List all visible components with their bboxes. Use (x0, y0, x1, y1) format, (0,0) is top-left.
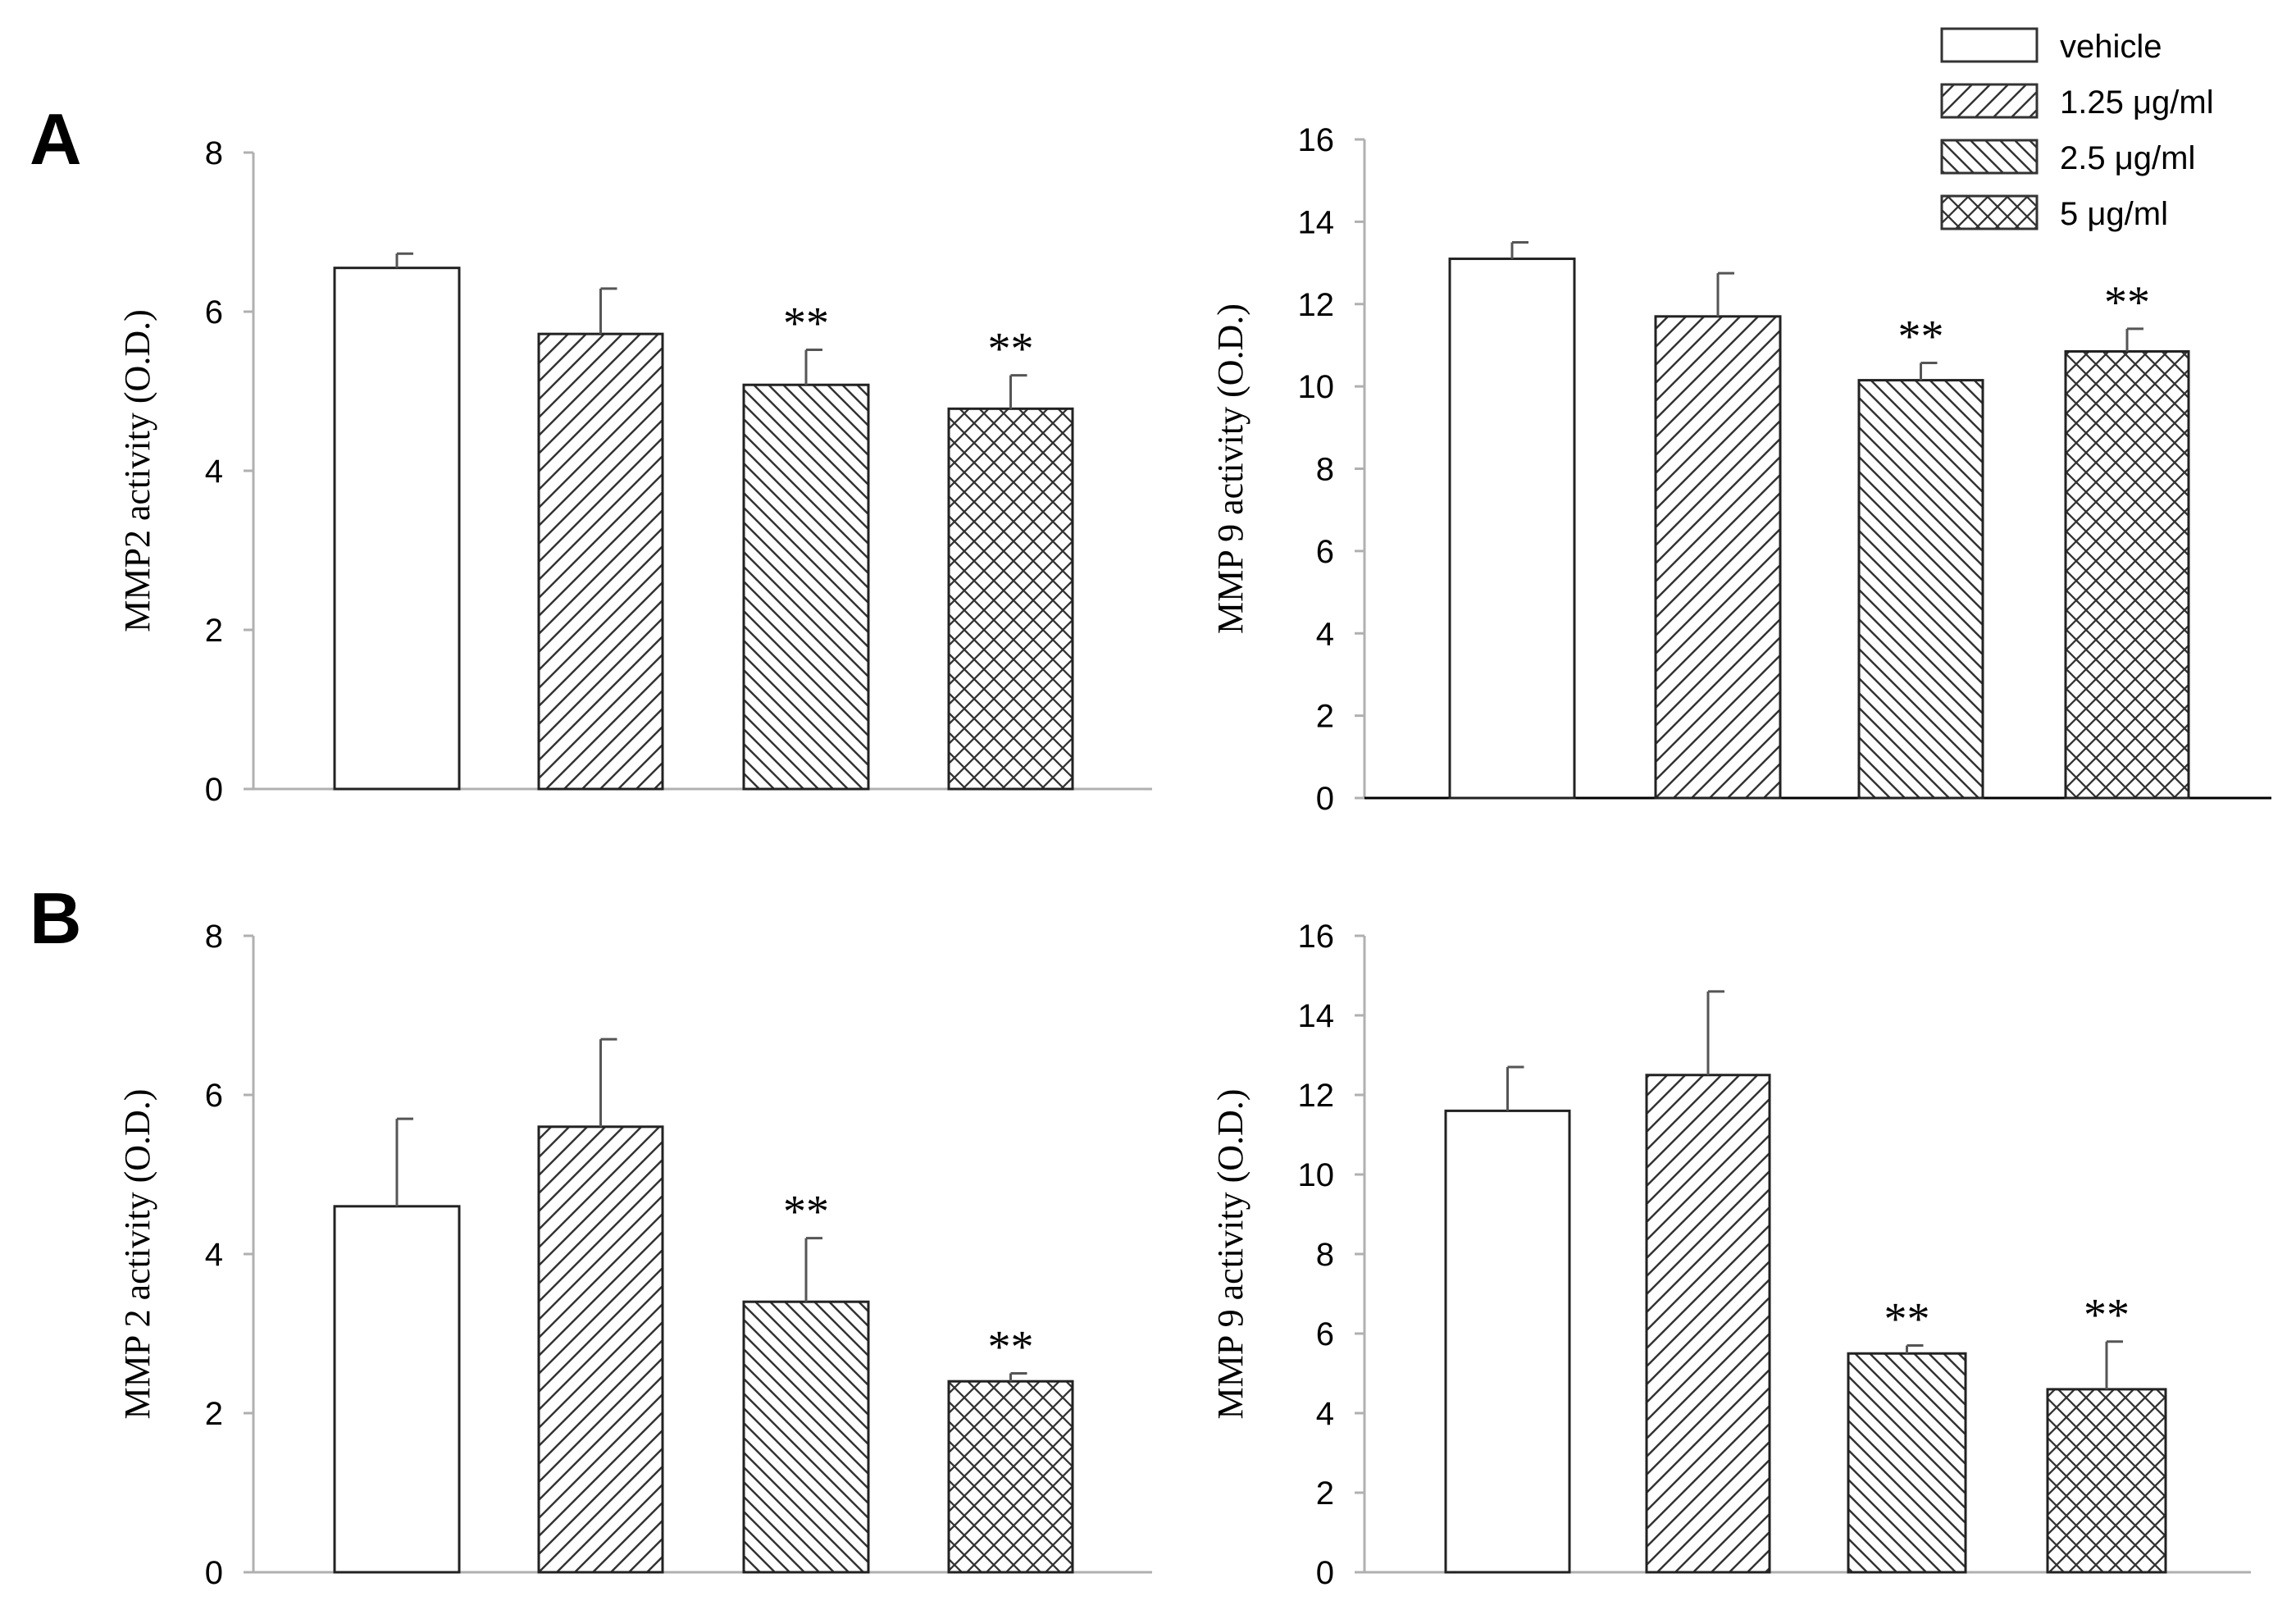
significance-2-5-g-ml: ** (783, 299, 829, 349)
legend-label-2-5: 2.5 μg/ml (2060, 140, 2195, 176)
y-tick-label: 12 (1298, 1078, 1335, 1114)
legend-label-vehicle: vehicle (2060, 29, 2162, 65)
bar-1-25-g-ml (1654, 315, 1782, 800)
y-tick-label: 16 (1298, 122, 1335, 158)
y-tick-label: 14 (1298, 204, 1335, 240)
legend-label-5: 5 μg/ml (2060, 196, 2168, 232)
y-axis-title: MMP2 activity (O.D.) (117, 309, 157, 632)
y-tick-label: 12 (1298, 287, 1335, 323)
y-tick-label: 0 (205, 772, 223, 808)
y-tick-label: 8 (205, 135, 223, 171)
chart-b-mmp2: 0 2 4 6 8 MMP 2 activity (O.D.) ** ** (117, 919, 1152, 1591)
y-tick-label: 2 (1316, 699, 1334, 735)
y-axis-title: MMP 2 activity (O.D.) (117, 1089, 157, 1420)
legend-swatch-5 (1940, 194, 2039, 230)
y-tick-label: 0 (1316, 781, 1334, 817)
significance-2-5-g-ml: ** (1884, 1294, 1930, 1345)
significance-2-5-g-ml: ** (783, 1187, 829, 1238)
legend-label-1-25: 1.25 μg/ml (2060, 84, 2214, 121)
bar-5-g-ml (2064, 349, 2190, 800)
bar-vehicle (333, 267, 461, 791)
chart-a-mmp2: 0 2 4 6 8 MMP2 activity (O.D.) ** ** (117, 135, 1152, 808)
y-tick-label: 4 (1316, 616, 1334, 652)
y-tick-label: 10 (1298, 369, 1335, 405)
legend-swatch-1-25 (1940, 83, 2039, 119)
y-tick-label: 14 (1298, 998, 1335, 1034)
y-tick-label: 8 (1316, 452, 1334, 488)
y-axis-title: MMP 9 activity (O.D.) (1210, 1089, 1250, 1420)
panel-label-b: B (30, 878, 82, 959)
chart-b-mmp9: 0 2 4 6 8 10 12 14 16 MMP 9 activity (O.D.) ** ** (1210, 919, 2251, 1591)
y-tick-label: 6 (205, 1078, 223, 1114)
y-tick-label: 2 (205, 1396, 223, 1432)
legend-swatch-vehicle (1940, 27, 2039, 63)
bar-1-25-g-ml (1645, 1074, 1771, 1574)
panel-label-a: A (30, 98, 82, 180)
y-tick-label: 6 (205, 294, 223, 331)
y-tick-label: 6 (1316, 1316, 1334, 1352)
bar-2-5-g-ml (1847, 1352, 1967, 1574)
y-tick-label: 10 (1298, 1157, 1335, 1193)
y-tick-label: 0 (1316, 1555, 1334, 1591)
legend-swatch-2-5 (1940, 139, 2039, 175)
y-tick-label: 2 (205, 613, 223, 649)
y-tick-label: 8 (1316, 1237, 1334, 1273)
significance-5-g-ml: ** (988, 324, 1034, 375)
bar-2-5-g-ml (742, 383, 870, 791)
bar-2-5-g-ml (742, 1300, 870, 1574)
bar-5-g-ml (947, 1380, 1074, 1574)
chart-a-mmp9: 0 2 4 6 8 10 12 14 16 MMP 9 activity (O.D.) ** ** (1210, 122, 2271, 817)
bar-5-g-ml (2046, 1388, 2167, 1574)
significance-5-g-ml: ** (2084, 1290, 2130, 1341)
y-tick-label: 4 (205, 454, 223, 490)
y-tick-label: 4 (1316, 1396, 1334, 1432)
y-axis-title: MMP 9 activity (O.D.) (1210, 303, 1250, 634)
bar-vehicle (1448, 258, 1576, 800)
y-tick-label: 16 (1298, 919, 1335, 955)
legend: vehicle 1.25 μg/ml 2.5 μg/ml 5 μg/ml (1940, 27, 2214, 232)
bar-5-g-ml (947, 407, 1074, 791)
bar-vehicle (1444, 1109, 1571, 1574)
y-tick-label: 0 (205, 1555, 223, 1591)
bar-1-25-g-ml (537, 1125, 664, 1574)
significance-2-5-g-ml: ** (1898, 312, 1944, 363)
y-tick-label: 6 (1316, 534, 1334, 570)
y-tick-label: 4 (205, 1237, 223, 1273)
y-tick-label: 2 (1316, 1475, 1334, 1512)
bar-2-5-g-ml (1857, 379, 1984, 800)
significance-5-g-ml: ** (2104, 277, 2150, 328)
y-tick-label: 8 (205, 919, 223, 955)
bar-vehicle (333, 1205, 461, 1574)
significance-5-g-ml: ** (988, 1322, 1034, 1373)
bar-1-25-g-ml (537, 332, 664, 791)
